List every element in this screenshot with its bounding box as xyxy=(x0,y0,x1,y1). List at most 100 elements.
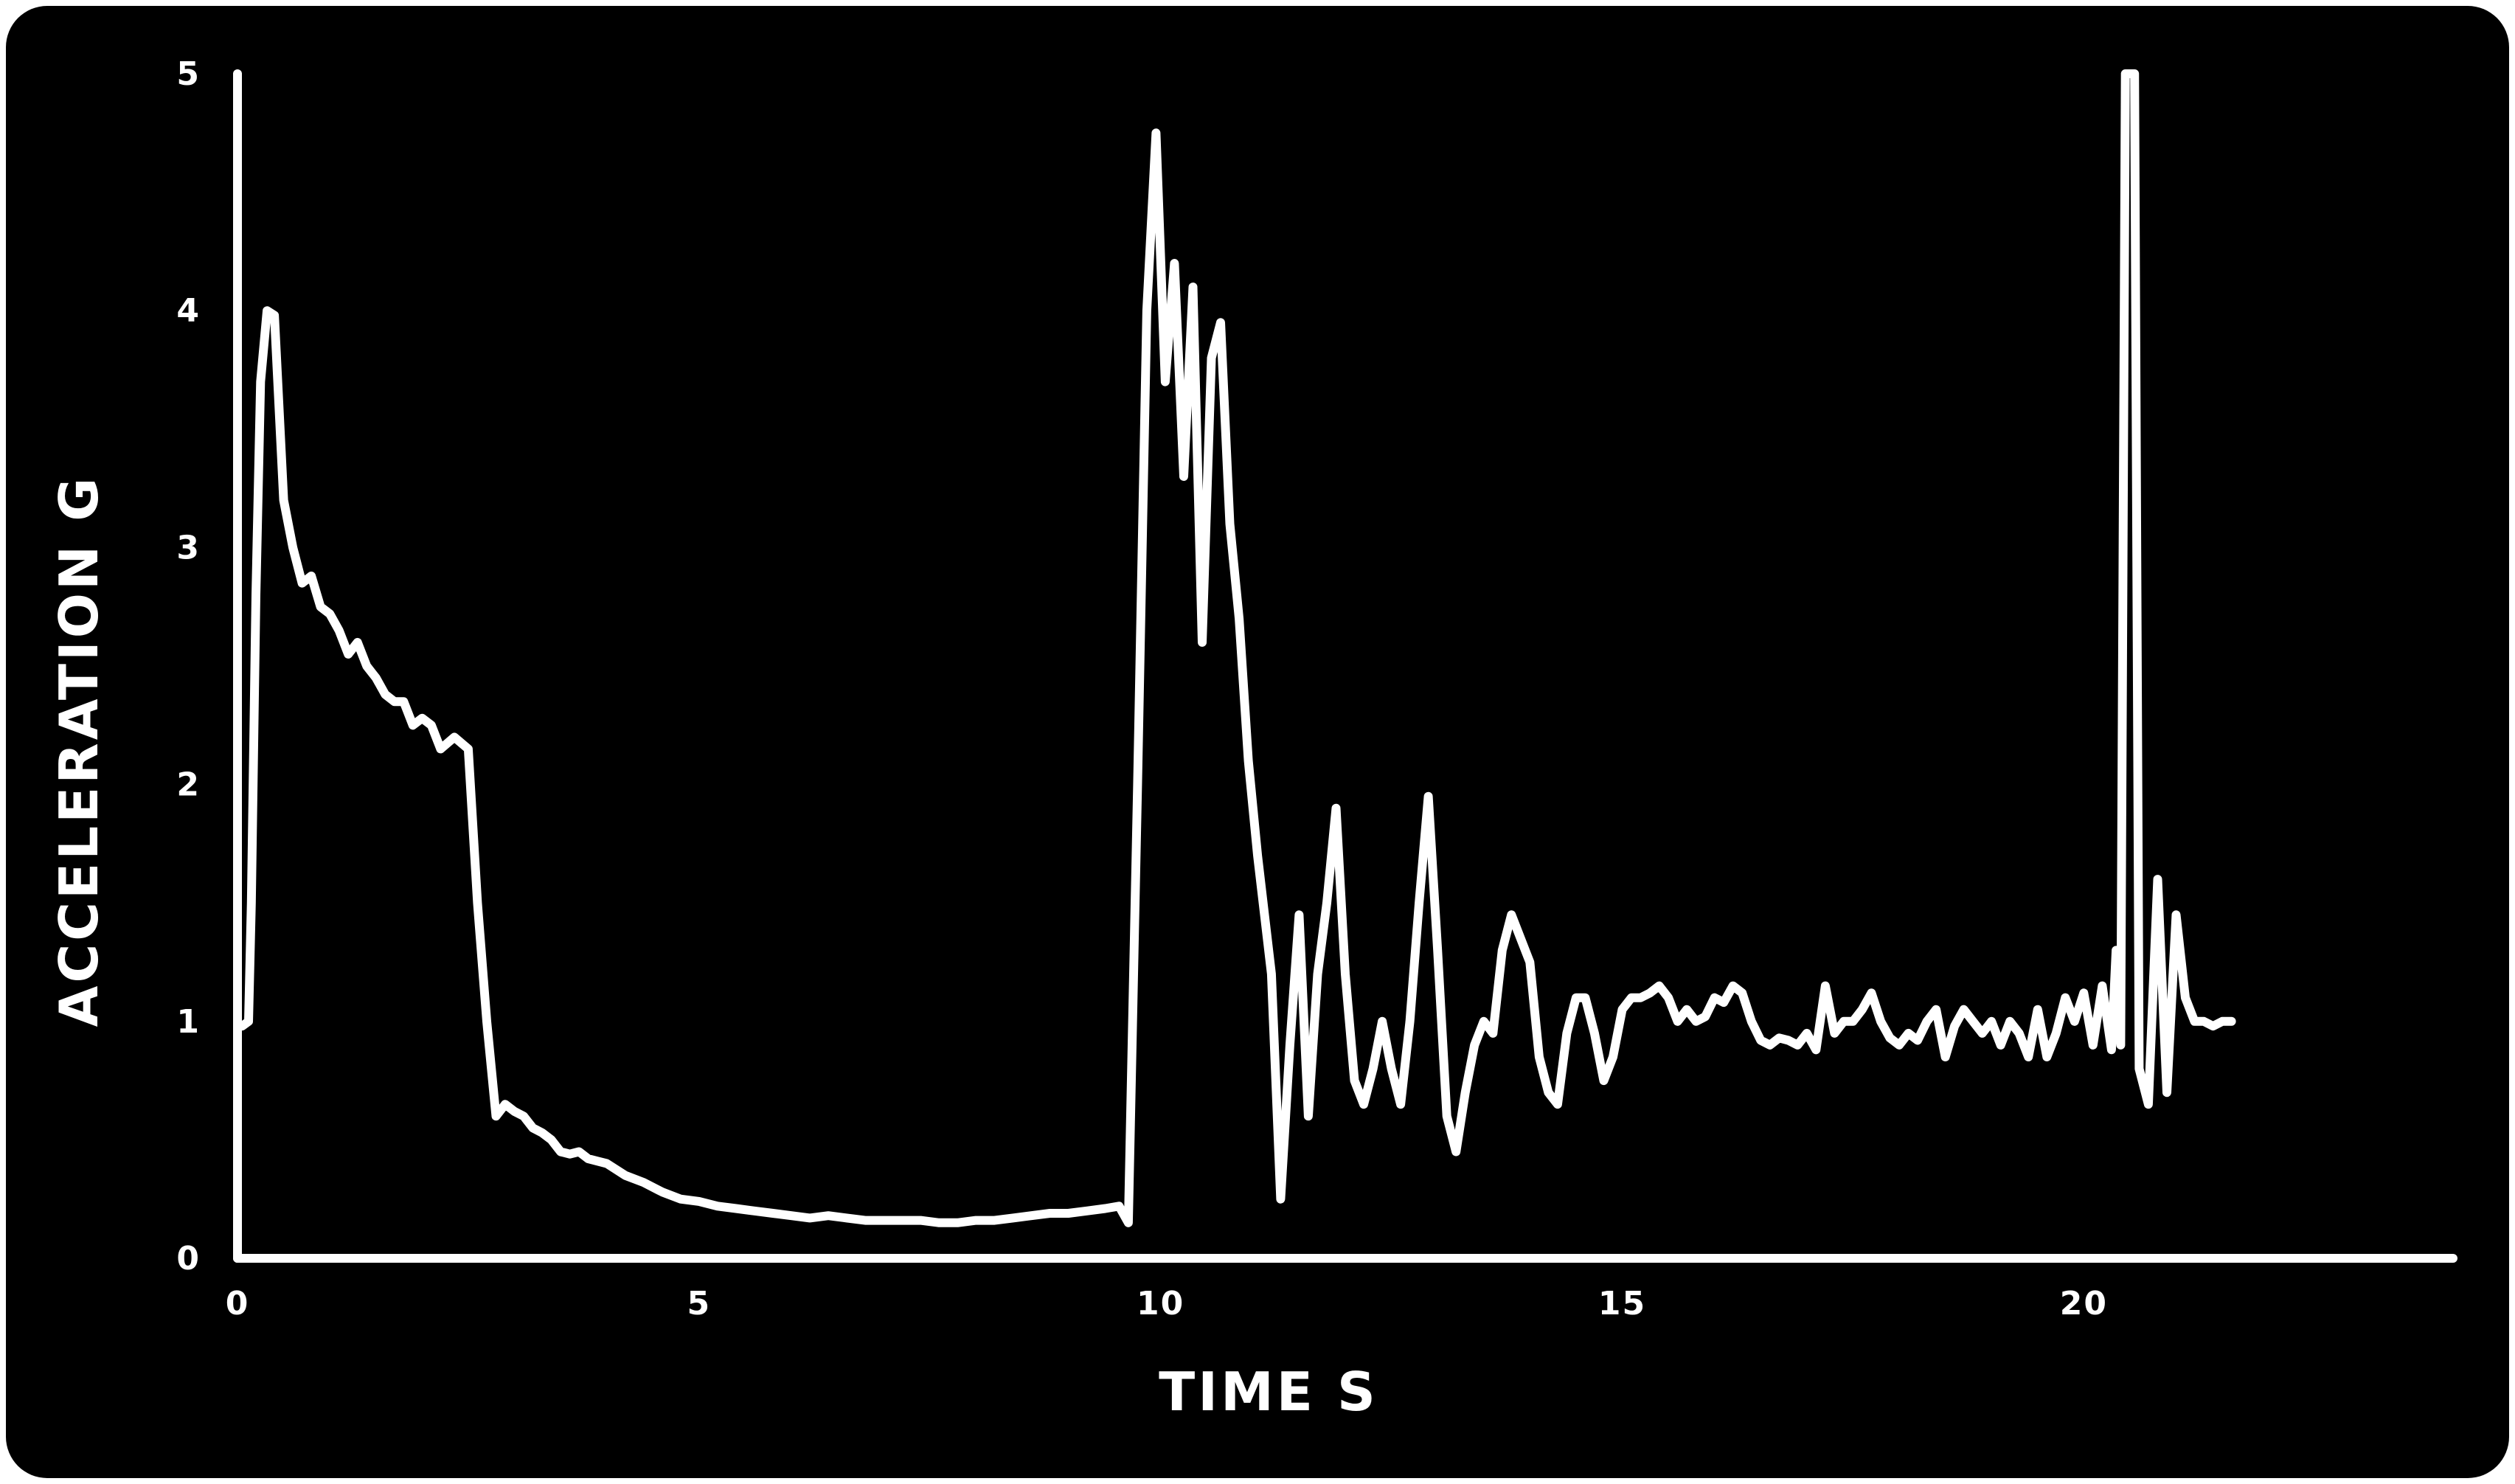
data-point xyxy=(429,723,434,728)
data-point xyxy=(452,735,457,740)
x-axis: 0 5 10 15 20 xyxy=(226,1254,2457,1322)
data-point xyxy=(530,1126,535,1131)
data-point xyxy=(1499,948,1505,953)
data-point xyxy=(752,1208,757,1213)
data-point xyxy=(567,1151,572,1157)
data-point xyxy=(586,1157,591,1162)
data-point xyxy=(1333,805,1339,811)
x-tick-label: 15 xyxy=(1598,1285,1646,1322)
data-point xyxy=(696,1199,701,1204)
data-point xyxy=(2053,1030,2058,1036)
data-point xyxy=(1218,320,1223,325)
data-point xyxy=(1361,1102,1366,1107)
data-point xyxy=(678,1196,683,1202)
data-point xyxy=(918,1218,923,1223)
data-point xyxy=(2044,1055,2050,1059)
data-point xyxy=(410,723,415,728)
data-point xyxy=(1638,995,1643,1000)
data-point xyxy=(2174,912,2179,918)
data-point xyxy=(1084,1208,1089,1213)
data-point xyxy=(1749,1019,1754,1024)
series-group xyxy=(237,69,2236,1227)
data-point xyxy=(1906,1030,1911,1036)
data-point xyxy=(2210,1024,2216,1029)
data-point xyxy=(1125,1220,1131,1225)
data-point xyxy=(1795,1042,1800,1047)
data-point xyxy=(2072,1019,2077,1024)
data-point xyxy=(1255,853,1260,858)
data-point xyxy=(1154,131,1159,136)
data-point xyxy=(1989,1019,1994,1024)
data-point xyxy=(1380,1019,1385,1024)
data-point xyxy=(1352,1078,1357,1083)
data-point xyxy=(2081,991,2086,996)
series-line xyxy=(237,69,2236,1227)
data-point xyxy=(1246,758,1251,763)
y-tick-label: 1 xyxy=(176,1003,201,1041)
data-point xyxy=(992,1218,997,1223)
data-point xyxy=(1509,912,1514,918)
data-point xyxy=(2008,1019,2013,1024)
data-point xyxy=(881,1218,887,1223)
data-point xyxy=(2220,1019,2225,1024)
data-point xyxy=(265,308,270,313)
data-point xyxy=(240,1024,245,1029)
data-point xyxy=(1841,1019,1846,1024)
data-point xyxy=(1278,1196,1283,1202)
data-point xyxy=(622,1173,628,1178)
data-point xyxy=(2090,1042,2095,1047)
data-point xyxy=(2202,1019,2207,1024)
data-point xyxy=(2155,877,2160,882)
data-point xyxy=(1182,474,1186,479)
y-axis-title: ACCELERATION G xyxy=(48,475,110,1027)
data-point xyxy=(1730,983,1735,988)
data-point xyxy=(1869,991,1874,996)
data-point xyxy=(540,1130,544,1135)
y-tick-label: 2 xyxy=(176,766,201,804)
data-point xyxy=(715,1204,720,1209)
data-point xyxy=(1209,356,1214,361)
data-point xyxy=(1190,285,1196,290)
data-point xyxy=(254,592,258,597)
data-point xyxy=(1767,1042,1772,1047)
data-point xyxy=(2145,1102,2151,1107)
data-point xyxy=(2016,1030,2022,1036)
data-point xyxy=(272,313,277,318)
data-point xyxy=(327,611,333,617)
data-point xyxy=(2118,1042,2123,1047)
data-point xyxy=(281,498,286,503)
data-point xyxy=(1822,983,1828,988)
data-point xyxy=(1426,794,1431,799)
data-point xyxy=(1172,261,1177,266)
data-point xyxy=(1237,616,1242,621)
data-point xyxy=(1758,1038,1763,1043)
data-point xyxy=(1814,1047,1819,1053)
data-point xyxy=(1564,1030,1569,1036)
data-point xyxy=(1804,1030,1809,1036)
data-point xyxy=(2123,72,2128,76)
data-point xyxy=(1546,1090,1551,1095)
data-point xyxy=(659,1190,665,1195)
x-tick-label: 5 xyxy=(687,1285,712,1322)
data-point xyxy=(1583,995,1588,1000)
data-point xyxy=(1712,995,1717,1000)
data-point xyxy=(1777,1036,1782,1041)
data-point xyxy=(1200,639,1204,645)
data-point xyxy=(577,1149,582,1154)
data-point xyxy=(1897,1042,1901,1047)
data-point xyxy=(475,901,480,906)
data-point xyxy=(1611,1055,1615,1059)
y-tick-label: 4 xyxy=(176,292,201,330)
data-point xyxy=(1971,1019,1976,1024)
x-tick-label: 10 xyxy=(1137,1285,1184,1322)
data-point xyxy=(1943,1055,1948,1059)
data-point xyxy=(1934,1007,1939,1012)
data-point xyxy=(1601,1078,1606,1083)
data-point xyxy=(1620,1007,1625,1012)
data-point xyxy=(512,1109,517,1114)
data-point xyxy=(1117,1204,1122,1209)
x-tick-label: 0 xyxy=(226,1285,250,1322)
data-point xyxy=(249,901,254,906)
data-point xyxy=(485,1019,489,1024)
data-point xyxy=(401,699,406,704)
